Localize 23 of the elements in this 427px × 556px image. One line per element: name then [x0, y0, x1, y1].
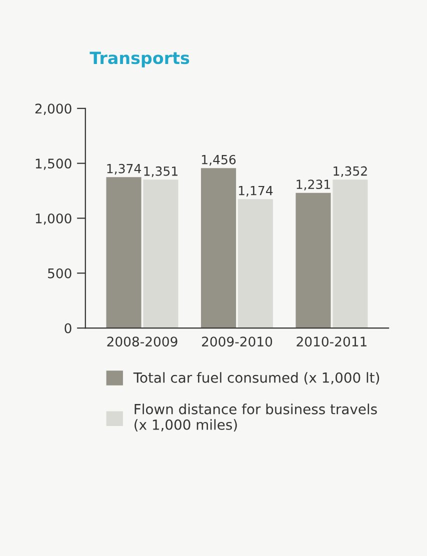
x-tick-label: 2008-2009	[107, 336, 178, 347]
data-label: 1,174	[238, 186, 273, 197]
bar	[200, 168, 236, 328]
y-tick-label: 1,500	[36, 158, 72, 170]
bar	[332, 180, 368, 328]
y-tick-label: 0	[64, 323, 72, 334]
bar	[296, 192, 331, 328]
data-label: 1,351	[144, 166, 178, 178]
bar	[143, 180, 178, 328]
y-tick-label: 1,000	[36, 213, 72, 225]
data-label: 1,456	[202, 154, 236, 166]
x-tick-label: 2010-2011	[296, 336, 366, 347]
legend-label: Total car fuel consumed (x 1,000 lt)	[133, 372, 380, 385]
y-tick-label: 2,000	[35, 104, 72, 115]
data-label: 1,352	[334, 166, 367, 178]
y-tick-label: 500	[48, 268, 72, 278]
chart-title: Transports	[90, 52, 190, 68]
x-tick-label: 2009-2010	[202, 336, 272, 347]
legend-label: Flown distance for business travels (x 1,000 miles)	[134, 404, 377, 432]
bar	[106, 177, 142, 328]
data-label: 1,374	[107, 164, 141, 175]
data-label: 1,231	[296, 180, 330, 190]
bar	[238, 199, 273, 328]
